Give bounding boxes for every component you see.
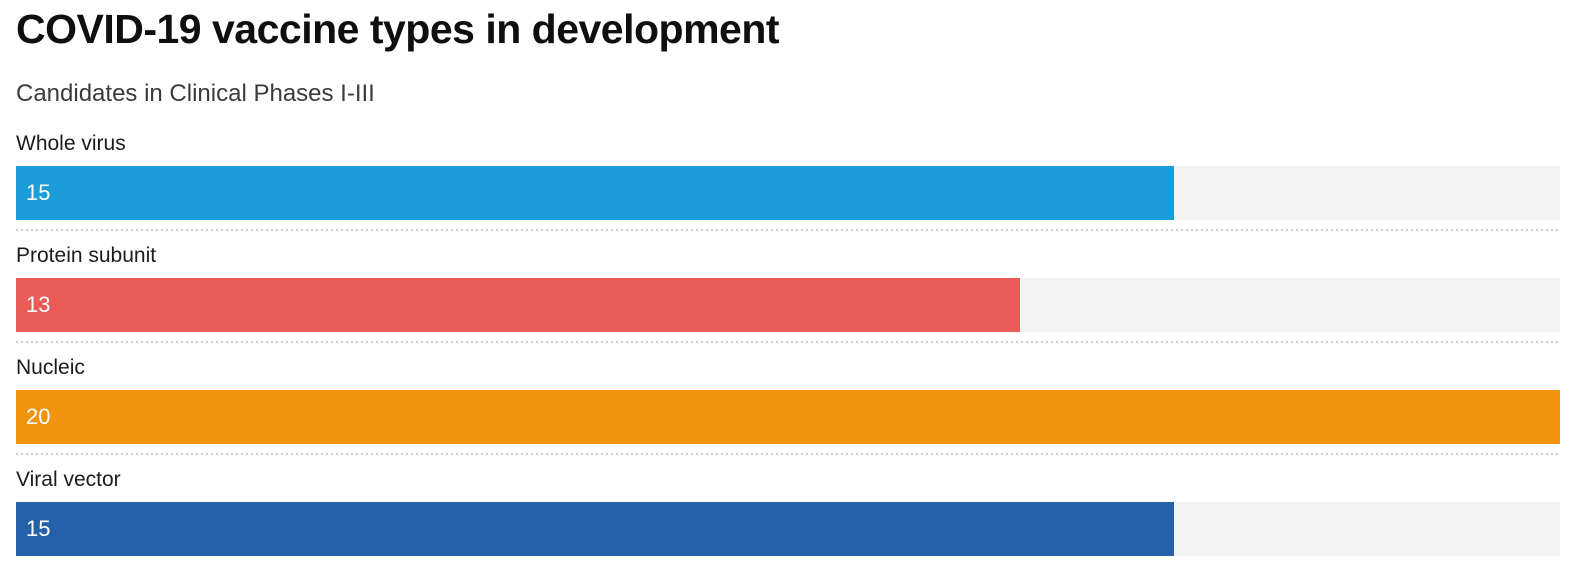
- bar: 13: [16, 278, 1020, 332]
- dotted-separator: [16, 453, 1560, 455]
- bar-track: 15: [16, 502, 1560, 556]
- bar-chart: COVID-19 vaccine types in development Ca…: [16, 6, 1560, 556]
- category-label: Protein subunit: [16, 244, 157, 267]
- chart-subtitle: Candidates in Clinical Phases I-III: [16, 80, 375, 107]
- bar: 20: [16, 390, 1560, 444]
- bar-row: Protein subunit 13: [16, 245, 1560, 343]
- bar-row: Whole virus 15: [16, 133, 1560, 231]
- rows: Whole virus 15 Protein subunit 13 Nuclei…: [16, 133, 1560, 556]
- chart-title: COVID-19 vaccine types in development: [16, 6, 780, 52]
- bar-value-label: 15: [26, 180, 51, 205]
- bar-value-label: 13: [26, 292, 51, 317]
- dotted-separator: [16, 341, 1560, 343]
- bar-track: 20: [16, 390, 1560, 444]
- bar-track: 15: [16, 166, 1560, 220]
- bar-value-label: 20: [26, 404, 51, 429]
- category-label: Nucleic: [16, 356, 85, 379]
- bar: 15: [16, 502, 1174, 556]
- bar-value-label: 15: [26, 516, 51, 541]
- category-label: Viral vector: [16, 468, 121, 491]
- bar-row: Viral vector 15: [16, 469, 1560, 556]
- bar-row: Nucleic 20: [16, 357, 1560, 455]
- bar: 15: [16, 166, 1174, 220]
- bar-track: 13: [16, 278, 1560, 332]
- category-label: Whole virus: [16, 132, 126, 155]
- dotted-separator: [16, 229, 1560, 231]
